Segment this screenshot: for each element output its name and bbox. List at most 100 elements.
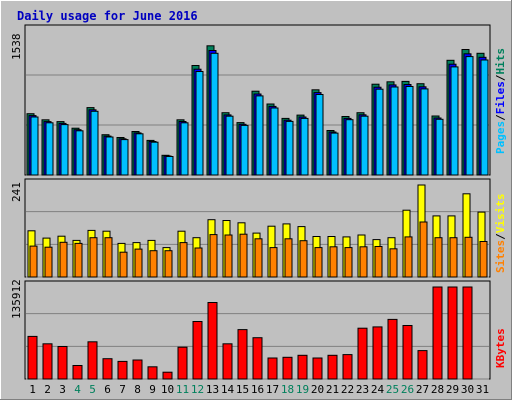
kbytes-bar [57,346,68,380]
x-tick-label: 19 [296,383,309,396]
pages-bar [450,66,459,176]
kbytes-bar [282,356,293,380]
pages-bar [120,139,129,176]
sites-bar [269,247,278,278]
pages-bar [285,120,294,176]
sites-bar [254,238,263,278]
kbytes-label: KBytes [494,328,507,368]
kbytes-bar [417,350,428,380]
kbytes-bar [342,354,353,380]
pages-bar [465,56,474,176]
kbytes-bar [312,357,323,380]
sites-bar [374,246,383,278]
hits-label: Hits [494,48,507,75]
visits-label: Visits [494,194,507,234]
sites-bar [89,237,98,278]
sites-bar [479,241,488,278]
pages-bar [105,136,114,176]
x-tick-label: 23 [356,383,369,396]
pages-bar [480,59,489,176]
x-tick-label: 31 [476,383,489,396]
kbytes-bar [447,286,458,380]
pages-bar [375,88,384,176]
kbytes-bar [267,357,278,380]
x-tick-label: 15 [236,383,249,396]
pages-bar [30,116,39,176]
pages-bar [150,141,159,176]
kbytes-bar [207,302,218,380]
kbytes-bar [402,325,413,380]
pages-bar [210,52,219,176]
kbytes-bar [192,321,203,380]
sites-bar [104,237,113,278]
pages-bar [330,132,339,176]
pages-bar [225,115,234,176]
x-tick-label: 30 [461,383,474,396]
pages-bar [360,115,369,176]
x-tick-label: 29 [446,383,459,396]
kbytes-bar [222,343,233,380]
sites-bar [44,246,53,278]
x-tick-label: 22 [341,383,354,396]
panel-bars [26,45,489,176]
x-tick-label: 9 [149,383,156,396]
x-tick-label: 10 [161,383,174,396]
pages-label: Pages [494,121,507,154]
x-tick-label: 6 [104,383,111,396]
panel-series-labels: Pages/Files/Hits [494,48,507,154]
x-tick-label: 17 [266,383,279,396]
x-tick-label: 26 [401,383,414,396]
x-tick-label: 7 [119,383,126,396]
kbytes-bar [462,286,473,380]
x-tick-label: 18 [281,383,294,396]
sites-bar [59,241,68,278]
pages-bar [195,71,204,176]
x-tick-label: 25 [386,383,399,396]
kbytes-bar [102,358,113,380]
x-tick-label: 27 [416,383,429,396]
x-tick-label: 5 [89,383,96,396]
sites-bar [299,240,308,278]
x-tick-label: 20 [311,383,324,396]
sites-bar [344,247,353,278]
sites-bar [209,234,218,278]
x-tick-label: 4 [74,383,81,396]
panel-series-labels: Sites/Visits [494,194,507,274]
pages-bar [315,94,324,176]
x-tick-label: 12 [191,383,204,396]
sites-bar [194,247,203,278]
pages-bar [420,88,429,176]
sites-bar [284,238,293,278]
label-separator: / [494,233,507,240]
kbytes-bar [42,343,53,380]
sites-bar [119,251,128,278]
pages-bar [345,119,354,176]
pages-bar [135,133,144,176]
sites-bar [74,242,83,278]
pages-bar [240,124,249,176]
kbytes-bar [147,366,158,380]
kbytes-bar [237,329,248,380]
kbytes-bar [372,326,383,380]
sites-bar [464,236,473,278]
label-separator: / [494,74,507,81]
sites-bar [359,246,368,278]
x-tick-label: 21 [326,383,339,396]
kbytes-bar [177,346,188,380]
sites-bar [179,242,188,278]
kbytes-panel: 135912 KBytes [10,279,507,380]
x-tick-label: 3 [59,383,66,396]
kbytes-bar [357,327,368,380]
sites-bar [404,236,413,278]
label-separator: / [494,114,507,121]
pages-bar [75,130,84,176]
sites-bar [164,250,173,278]
kbytes-bar [117,360,128,380]
x-tick-label: 2 [44,383,51,396]
x-tick-label: 1 [29,383,36,396]
kbytes-bar [297,354,308,380]
sites-bar [329,246,338,278]
kbytes-bar [432,286,443,380]
kbytes-bar [252,337,263,380]
